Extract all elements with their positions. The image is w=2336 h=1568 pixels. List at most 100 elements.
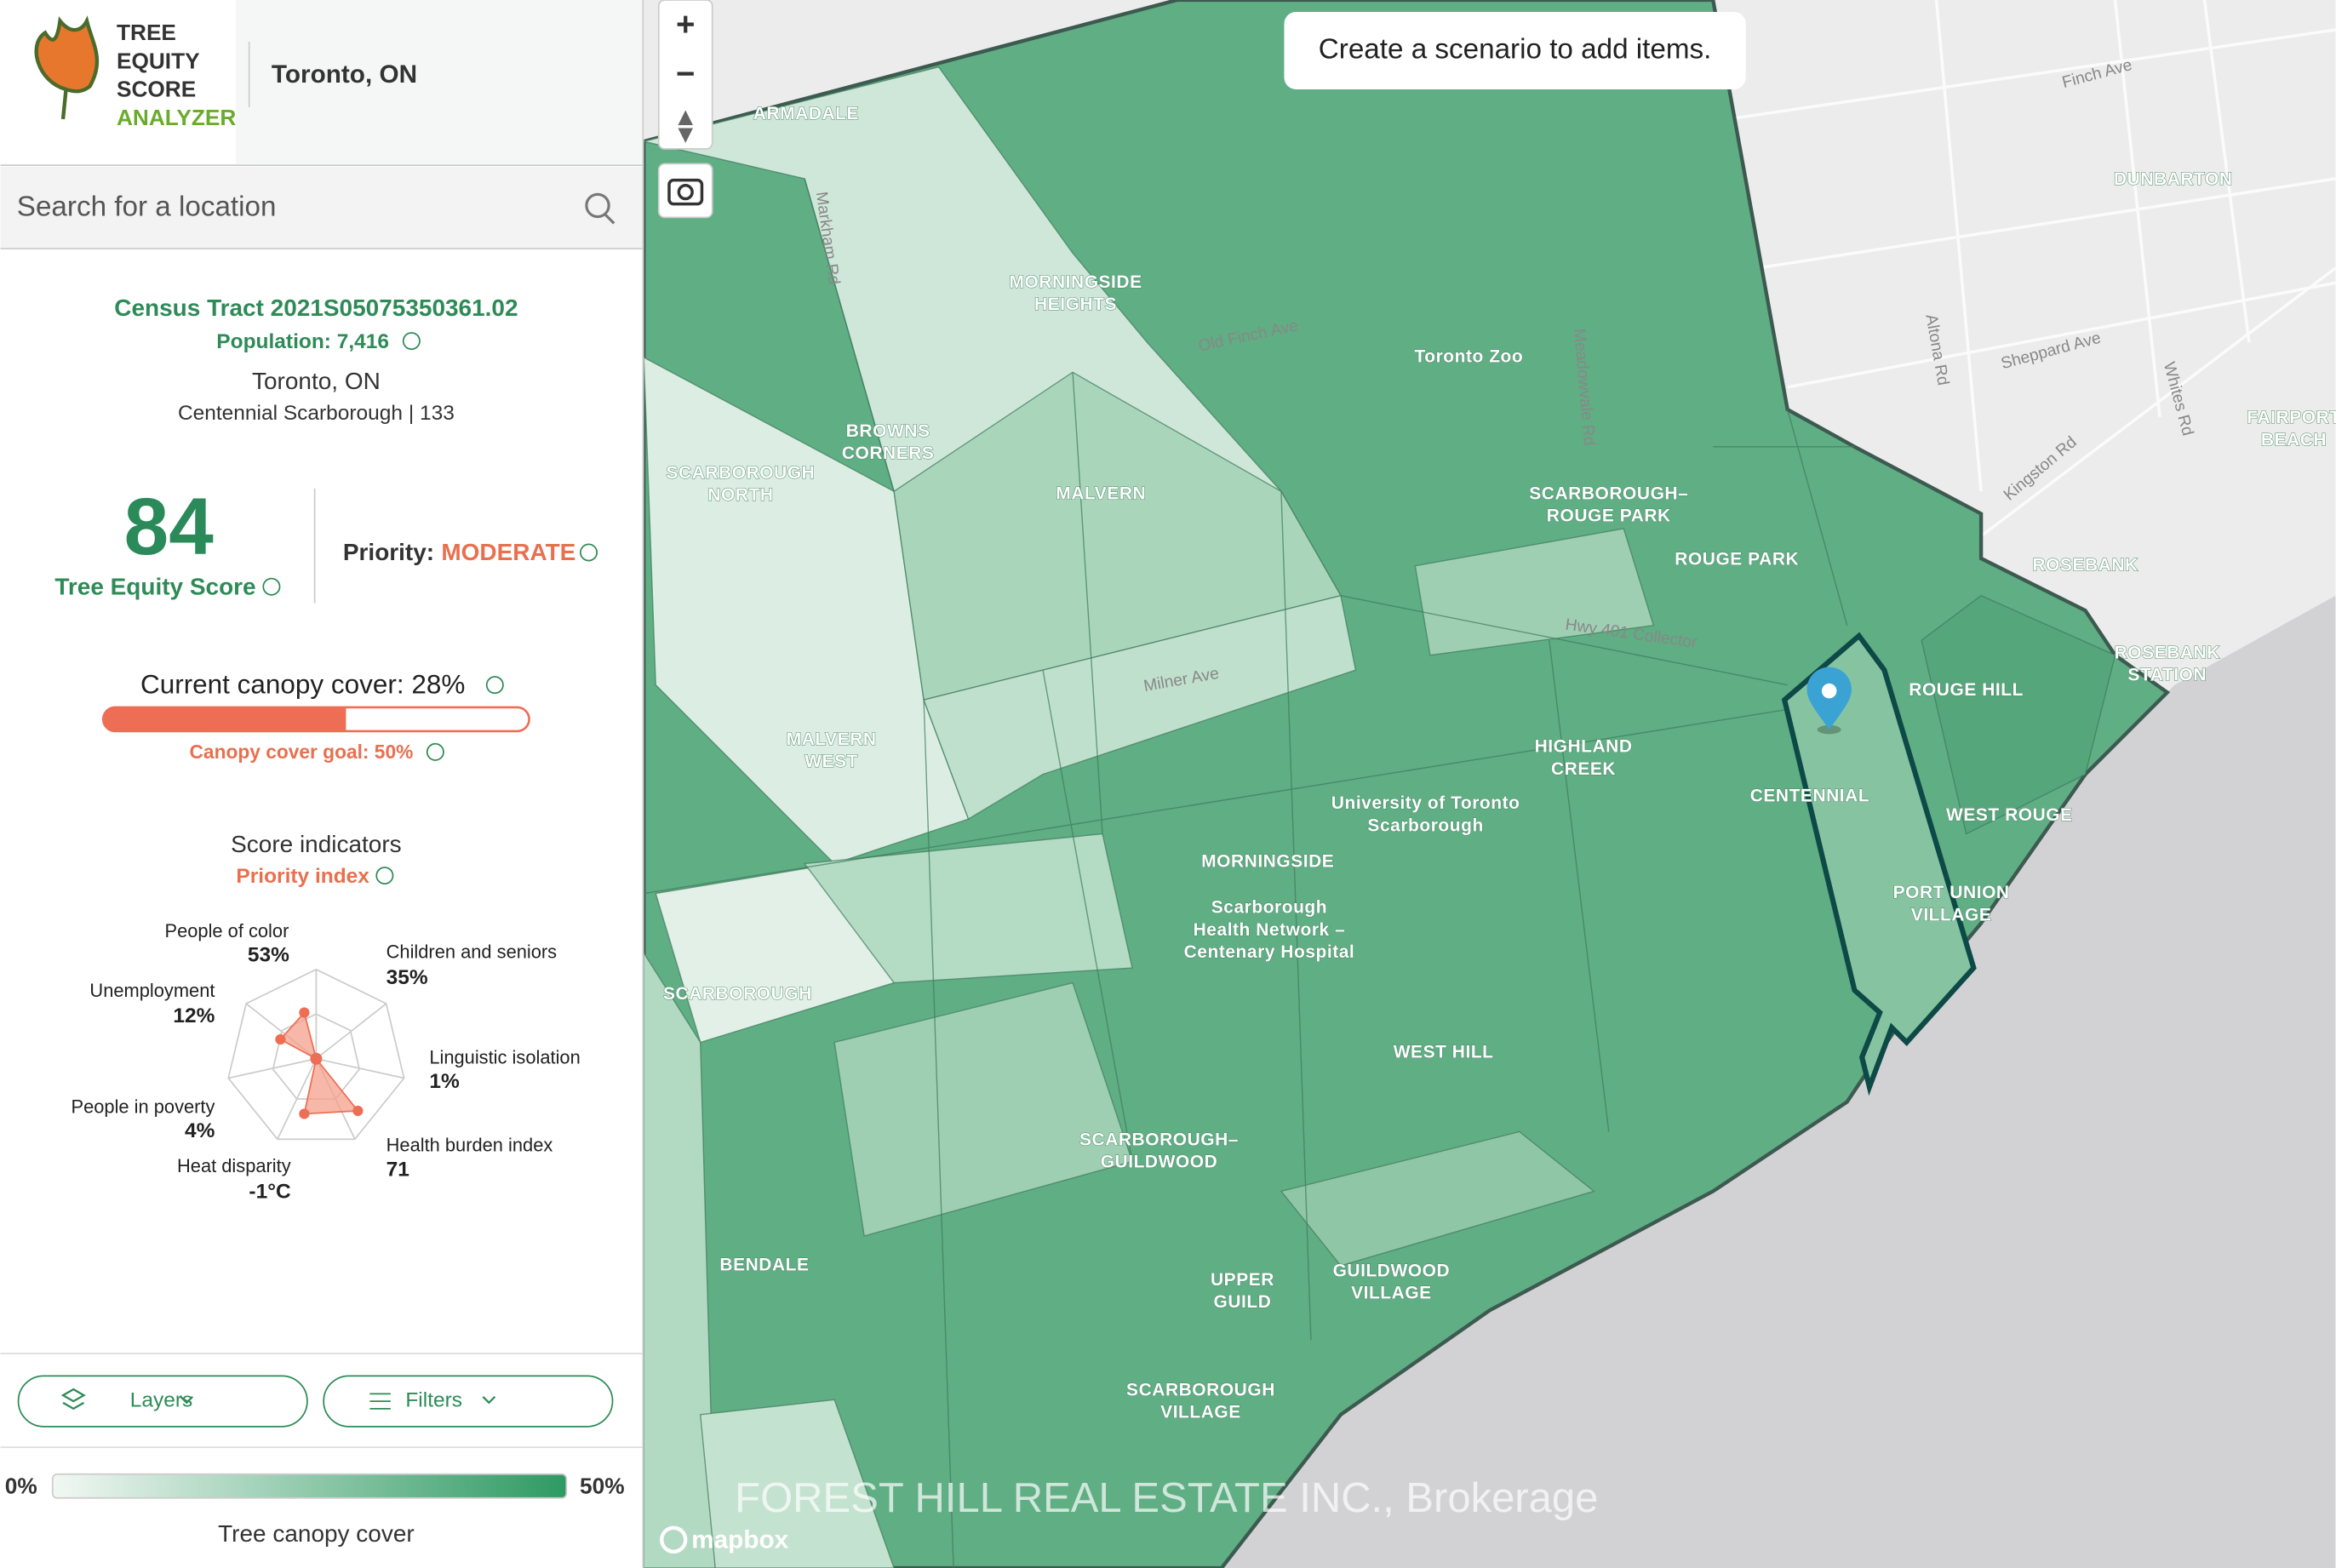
- logo-text: ANALYZER: [117, 105, 236, 130]
- map-label: STATION: [2127, 666, 2207, 685]
- map-pin[interactable]: [1806, 667, 1852, 735]
- layers-button[interactable]: [17, 1375, 308, 1428]
- zoom-in[interactable]: +: [676, 7, 695, 43]
- map-label: GUILDWOOD: [1101, 1153, 1218, 1172]
- screenshot-button[interactable]: [657, 163, 713, 219]
- map-label: BEACH: [2261, 430, 2327, 449]
- indicator-label: People of color: [165, 920, 289, 941]
- map-label: ROSEBANK: [2115, 643, 2220, 662]
- tract-city: Toronto, ON: [252, 368, 381, 394]
- map: ARMADALE MORNINGSIDE HEIGHTS BROWNS CORNERS S…: [642, 0, 2336, 1568]
- indicators-subtitle: Priority index: [236, 865, 369, 888]
- tract-area: Centennial Scarborough | 133: [178, 402, 455, 425]
- zoom-controls: + −: [657, 0, 713, 219]
- compass[interactable]: [678, 110, 693, 143]
- map-label: SCARBOROUGH: [1126, 1380, 1275, 1399]
- map-label: BENDALE: [719, 1255, 809, 1274]
- canopy-current: Current canopy cover: 28%: [140, 670, 465, 700]
- logo-text: SCORE: [117, 77, 196, 102]
- sidebar: TREE EQUITY SCORE ANALYZER Toronto, ON S…: [0, 0, 644, 1568]
- map-label: CREEK: [1551, 759, 1616, 779]
- indicator-value: 53%: [248, 944, 289, 967]
- indicator-value: 4%: [185, 1119, 215, 1142]
- indicator-value: 1%: [429, 1070, 460, 1093]
- map-label: Scarborough: [1211, 898, 1327, 918]
- map-label: Toronto Zoo: [1414, 346, 1523, 366]
- canopy-goal: Canopy cover goal: 50%: [190, 741, 414, 763]
- map-label: BROWNS: [846, 421, 930, 441]
- radar: [227, 968, 405, 1141]
- map-label: HEIGHTS: [1034, 295, 1117, 314]
- search-box[interactable]: [0, 166, 643, 249]
- zoom-out[interactable]: −: [676, 55, 695, 92]
- indicator-label: Heat disparity: [177, 1155, 291, 1176]
- map-label: MALVERN: [787, 730, 877, 749]
- map-label: ROUGE PARK: [1675, 549, 1799, 569]
- indicator-value: -1°C: [249, 1181, 291, 1204]
- layers-label: Layers: [130, 1389, 193, 1412]
- map-label: SCARBOROUGH: [663, 984, 812, 1004]
- search-placeholder: Search for a location: [17, 192, 277, 223]
- indicator-label: Linguistic isolation: [429, 1047, 580, 1068]
- score-value: 84: [124, 482, 215, 572]
- tract-population: Population: 7,416: [216, 330, 389, 353]
- logo-text: TREE: [117, 20, 176, 45]
- legend-max: 50%: [580, 1473, 624, 1498]
- map-label: CENTENNIAL: [1750, 786, 1869, 805]
- map-label: ARMADALE: [753, 104, 859, 123]
- map-label: WEST: [804, 752, 858, 771]
- score-label: Tree Equity Score: [54, 573, 255, 599]
- legend-min: 0%: [5, 1473, 37, 1498]
- logo-text: EQUITY: [117, 48, 200, 73]
- filters-label: Filters: [405, 1389, 462, 1412]
- indicators-title: Score indicators: [231, 831, 402, 857]
- map-label: DUNBARTON: [2114, 169, 2233, 189]
- priority-label: Priority:: [343, 539, 434, 565]
- map-label: MORNINGSIDE: [1009, 272, 1142, 292]
- map-label: WEST HILL: [1394, 1042, 1494, 1062]
- legend-bar: [51, 1473, 568, 1499]
- indicator-value: 12%: [173, 1004, 215, 1027]
- map-label: SCARBOROUGH–: [1529, 484, 1688, 503]
- logo-leaf: [34, 15, 100, 120]
- filters-button[interactable]: [323, 1375, 614, 1428]
- map-label: WEST ROUGE: [1946, 805, 2073, 825]
- watermark: FOREST HILL REAL ESTATE INC., Brokerage: [735, 1475, 1598, 1521]
- indicator-label: Health burden index: [386, 1135, 553, 1156]
- map-label: University of Toronto: [1331, 793, 1520, 813]
- map-label: SCARBOROUGH: [667, 463, 816, 483]
- indicator-value: 71: [386, 1158, 409, 1181]
- map-label: Scarborough: [1367, 815, 1483, 835]
- map-label: ROSEBANK: [2032, 555, 2138, 575]
- map-label: ROUGE PARK: [1547, 506, 1671, 526]
- legend-title: Tree canopy cover: [218, 1520, 415, 1547]
- toast-text: Create a scenario to add items.: [1319, 33, 1712, 65]
- map-label: CORNERS: [842, 444, 935, 463]
- header-city: Toronto, ON: [272, 60, 417, 89]
- tract-name: Census Tract 2021S05075350361.02: [114, 295, 518, 321]
- map-label: SCARBOROUGH–: [1079, 1130, 1239, 1150]
- map-label: VILLAGE: [1911, 905, 1992, 924]
- canopy-bar-fill: [103, 707, 346, 731]
- map-label: Health Network –: [1194, 920, 1346, 940]
- map-label: HIGHLAND: [1535, 737, 1633, 757]
- toast: [1284, 11, 1746, 89]
- selected-tract[interactable]: [1781, 632, 1977, 1096]
- map-label: ROUGE HILL: [1909, 680, 2024, 700]
- map-label: PORT UNION: [1893, 883, 2010, 902]
- indicator-value: 35%: [386, 966, 428, 989]
- map-label: GUILDWOOD: [1333, 1261, 1451, 1280]
- map-label: Centenary Hospital: [1184, 942, 1355, 962]
- map-label: GUILD: [1214, 1292, 1272, 1312]
- map-label: FAIRPORT: [2247, 408, 2336, 427]
- map-label: MALVERN: [1056, 484, 1146, 503]
- indicator-label: Children and seniors: [386, 941, 558, 962]
- attribution[interactable]: mapbox: [691, 1525, 788, 1554]
- map-label: UPPER: [1211, 1270, 1274, 1290]
- indicator-label: Unemployment: [89, 980, 215, 1001]
- map-label: VILLAGE: [1160, 1403, 1241, 1422]
- indicator-label: People in poverty: [72, 1096, 215, 1117]
- priority-value: MODERATE: [441, 539, 575, 565]
